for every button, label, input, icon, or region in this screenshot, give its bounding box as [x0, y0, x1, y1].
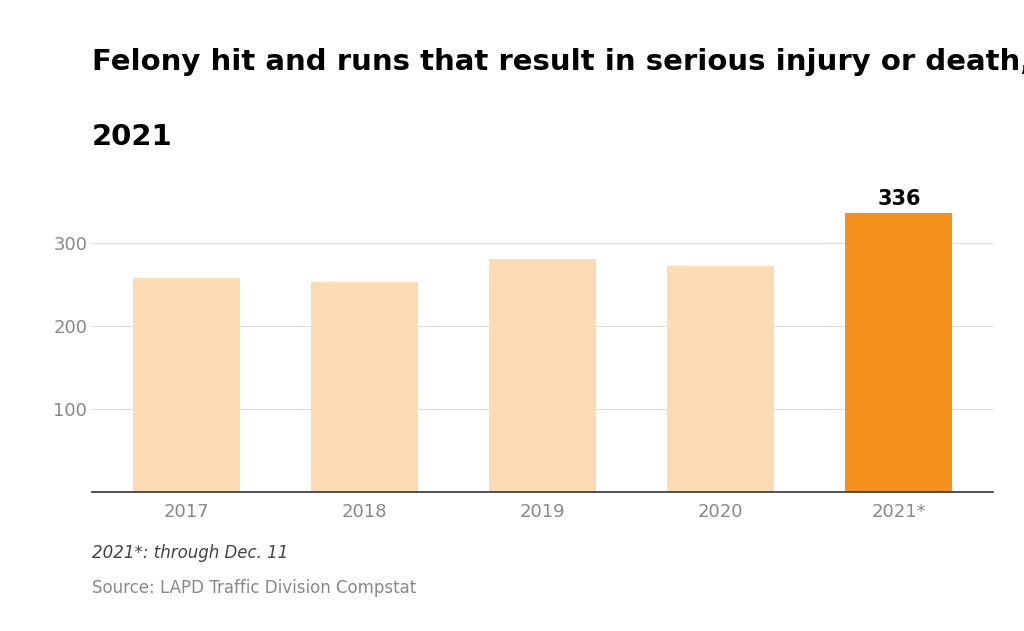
Bar — [846, 213, 952, 492]
Bar — [489, 259, 596, 492]
Text: 336: 336 — [878, 189, 921, 209]
Text: 2021: 2021 — [92, 124, 173, 151]
Bar — [311, 282, 418, 492]
Text: Source: LAPD Traffic Division Compstat: Source: LAPD Traffic Division Compstat — [92, 579, 417, 597]
Text: Felony hit and runs that result in serious injury or death, 2017-: Felony hit and runs that result in serio… — [92, 48, 1024, 76]
Bar — [668, 266, 774, 492]
Bar — [133, 278, 240, 492]
Text: 2021*: through Dec. 11: 2021*: through Dec. 11 — [92, 545, 289, 562]
